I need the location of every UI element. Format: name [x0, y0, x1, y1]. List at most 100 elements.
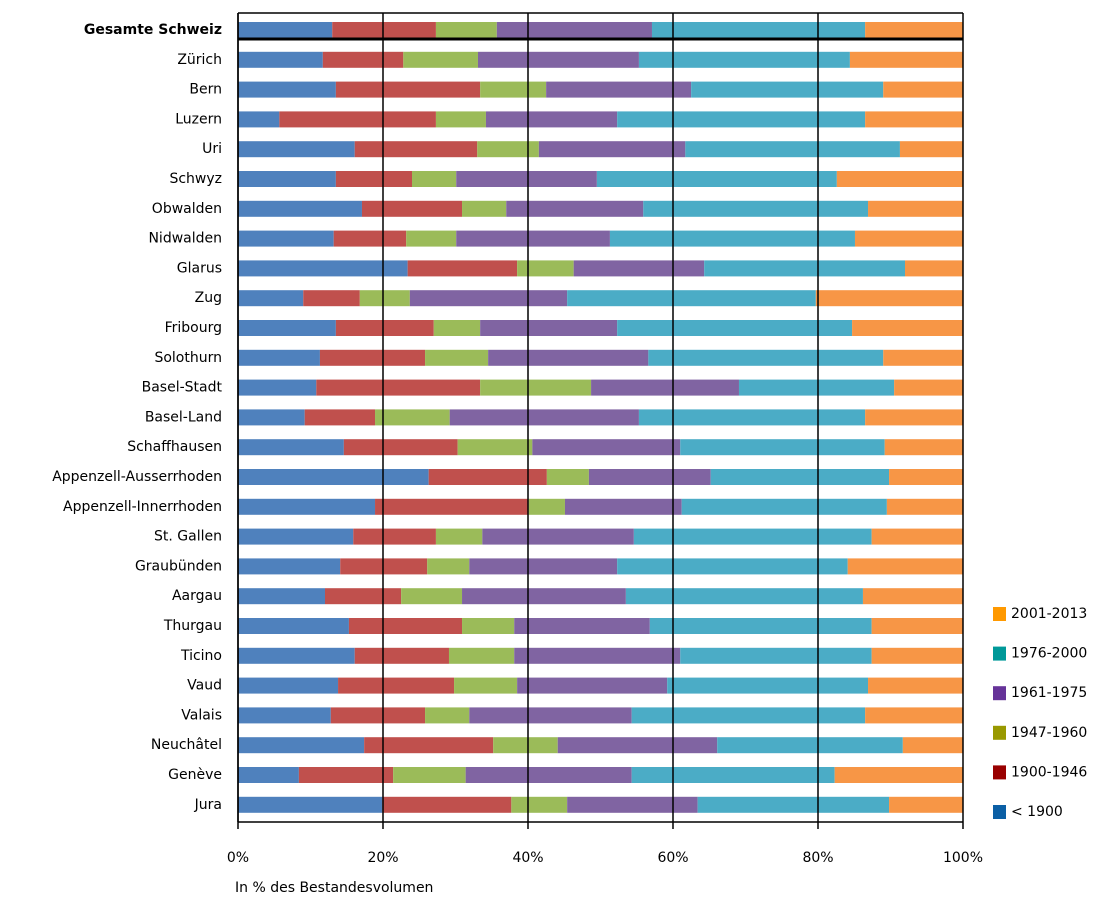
bar-segment	[868, 677, 963, 694]
bar-segment	[238, 200, 362, 217]
category-label: Jura	[194, 797, 222, 813]
category-label: Uri	[202, 141, 222, 157]
category-label: Luzern	[175, 111, 222, 127]
category-label: Gesamte Schweiz	[84, 22, 222, 38]
bar-segment	[506, 200, 644, 217]
legend-label: 1976-2000	[1011, 646, 1087, 662]
bar-segment	[238, 558, 341, 575]
category-label: Nidwalden	[148, 231, 222, 247]
bar-segment	[633, 528, 872, 545]
category-label: Ticino	[180, 648, 222, 664]
bar-segment	[238, 260, 408, 277]
bar-segment	[852, 320, 963, 336]
bar-segment	[889, 469, 963, 485]
bar-segment	[462, 588, 626, 605]
bar-segment	[710, 469, 890, 485]
bar-segment	[462, 200, 507, 217]
category-label: Zürich	[177, 52, 222, 68]
bar-segment	[338, 677, 455, 694]
bar-segment	[279, 111, 436, 128]
bar-segment	[238, 141, 355, 158]
bar-segment	[238, 349, 320, 366]
category-label: Genève	[168, 767, 222, 783]
bar-segment	[353, 528, 436, 545]
bar-segment	[375, 498, 529, 515]
legend-label: 2001-2013	[1011, 606, 1087, 622]
bar-segment	[469, 707, 632, 724]
bar-segment	[532, 439, 681, 456]
bar-segment	[617, 558, 848, 575]
bar-segment	[564, 498, 682, 515]
bar-segment	[480, 320, 618, 336]
category-label: Graubünden	[135, 558, 222, 574]
bar-segment	[454, 677, 518, 694]
bar-segment	[865, 707, 963, 724]
bar-segment	[238, 51, 323, 68]
bar-segment	[238, 171, 336, 187]
x-axis-label: In % des Bestandesvolumen	[235, 880, 433, 896]
bar-segment	[304, 409, 376, 426]
bar-segment	[883, 81, 963, 98]
bar-segment	[538, 141, 686, 158]
category-label: Appenzell-Innerrhoden	[63, 499, 222, 515]
bar-segment	[319, 349, 426, 366]
bar-segment	[680, 647, 872, 664]
bar-segment	[567, 290, 816, 307]
bar-segment	[717, 737, 903, 754]
bar-segment	[834, 767, 963, 783]
legend-swatch	[993, 765, 1006, 780]
bar-segment	[335, 320, 434, 336]
bar-segment	[238, 588, 325, 605]
bar-segment	[316, 379, 481, 396]
category-label: Appenzell-Ausserrhoden	[52, 469, 222, 485]
bar-segment	[469, 558, 618, 575]
bar-segment	[401, 588, 463, 605]
bar-segment	[681, 498, 887, 515]
bar-segment	[375, 409, 450, 426]
bar-segment	[449, 409, 639, 426]
bar-segment	[557, 737, 718, 754]
bar-segment	[625, 588, 863, 605]
bar-segment	[238, 409, 305, 426]
bar-segment	[425, 707, 470, 724]
bar-segment	[480, 81, 547, 98]
bar-segment	[609, 230, 855, 247]
bar-segment	[546, 469, 589, 485]
bar-segment	[238, 677, 339, 694]
bar-segment	[407, 260, 518, 277]
bar-segment	[238, 647, 355, 664]
bar-segment	[738, 379, 895, 396]
bar-segment	[680, 439, 885, 456]
category-label: Vaud	[187, 678, 222, 694]
bar-segment	[865, 22, 963, 38]
legend-swatch	[993, 686, 1006, 701]
bar-segment	[643, 200, 869, 217]
bar-segment	[617, 111, 866, 128]
bar-segment	[238, 22, 333, 38]
bar-segment	[596, 171, 837, 187]
legend-swatch	[993, 725, 1006, 740]
bar-segment	[815, 290, 963, 307]
bar-segment	[462, 618, 515, 634]
bar-segment	[435, 22, 497, 38]
bar-segment	[427, 558, 470, 575]
bar-segment	[868, 200, 963, 217]
bar-segment	[477, 141, 539, 158]
x-tick-label: 60%	[657, 850, 688, 866]
bar-segment	[849, 51, 963, 68]
bar-segment	[409, 290, 568, 307]
bar-segment	[573, 260, 705, 277]
bar-segment	[567, 796, 698, 813]
bar-segment	[511, 796, 568, 813]
legend-swatch	[993, 805, 1006, 819]
bar-segment	[435, 111, 486, 128]
bar-segment	[854, 230, 963, 247]
bar-segment	[649, 618, 872, 634]
category-label: Basel-Stadt	[142, 380, 223, 396]
bar-segment	[393, 767, 466, 783]
bar-segment	[667, 677, 869, 694]
bar-segment	[238, 81, 336, 98]
category-label: Zug	[195, 290, 222, 306]
bar-segment	[691, 81, 884, 98]
bar-segment	[303, 290, 360, 307]
